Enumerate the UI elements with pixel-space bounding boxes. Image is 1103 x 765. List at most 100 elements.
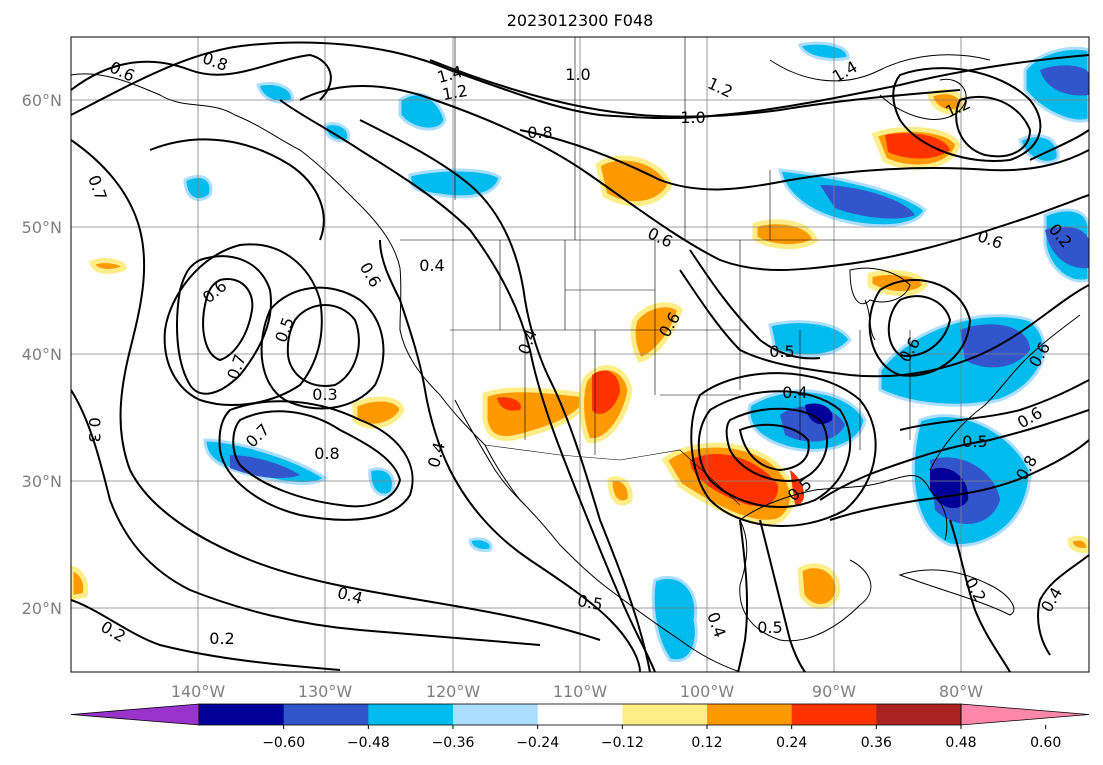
negative-shading-patch xyxy=(1018,134,1060,164)
contour-line xyxy=(955,95,1032,158)
contour-label: 0.5 xyxy=(962,432,987,451)
negative-shading-patch xyxy=(368,467,395,497)
colorbar-segment xyxy=(453,704,539,725)
province-lines xyxy=(574,37,771,240)
negative-core-patch xyxy=(805,403,833,425)
colorbar-segment xyxy=(199,704,285,725)
political-borders xyxy=(400,37,960,506)
lat-label: 50°N xyxy=(22,218,62,237)
map-title: 2023012300 F048 xyxy=(507,11,654,30)
contour-line xyxy=(887,295,952,357)
coastline-baja xyxy=(454,399,526,506)
colorbar-tick-label: 0.12 xyxy=(691,735,722,751)
contour-label: 0.2 xyxy=(209,629,234,648)
colorbar-tick-label: −0.48 xyxy=(347,735,390,751)
colorbar-tick-label: 0.48 xyxy=(945,735,976,751)
contour-line xyxy=(868,279,972,377)
contour-line xyxy=(725,407,829,482)
positive-core-patch xyxy=(885,133,950,159)
anomaly-cores xyxy=(230,65,1089,524)
contour-line xyxy=(697,390,852,508)
contour-line xyxy=(892,67,1042,162)
colorbar-segment xyxy=(283,704,369,725)
contour-line xyxy=(286,304,360,387)
colorbar-extend-low xyxy=(70,703,200,726)
contour-line xyxy=(202,278,254,362)
latitude-labels: 60°N 50°N 40°N 30°N 20°N xyxy=(22,91,62,618)
contour-line xyxy=(218,400,414,521)
contour-label: 0.3 xyxy=(85,417,104,442)
colorbar-tick-label: −0.36 xyxy=(432,735,475,751)
lon-label: 100°W xyxy=(680,682,735,701)
positive-shading-patch xyxy=(88,258,127,274)
positive-core-patch xyxy=(790,470,805,505)
positive-shading-patch xyxy=(630,302,683,364)
contour-label: 1.2 xyxy=(441,81,469,104)
lon-label: 120°W xyxy=(426,682,481,701)
colorbar-segments xyxy=(70,703,1090,726)
contour-label: 1.0 xyxy=(680,108,705,127)
contour-line xyxy=(899,379,1089,431)
contour-line xyxy=(359,119,651,672)
contour-label: 0.8 xyxy=(314,444,339,463)
positive-core-patch xyxy=(592,370,620,414)
contour-line xyxy=(71,41,1089,120)
colorbar-frame xyxy=(198,703,962,726)
contour-label: 0.4 xyxy=(782,383,807,402)
negative-shading-patch xyxy=(651,575,698,663)
negative-shading-patch xyxy=(797,41,850,61)
colorbar-segment xyxy=(791,704,877,725)
contour-label: 1.0 xyxy=(565,65,590,84)
colorbar-tick-label: 0.60 xyxy=(1030,735,1061,751)
contour-line xyxy=(71,53,332,101)
contour-line xyxy=(149,138,325,241)
gridlines xyxy=(71,37,1089,672)
colorbar-tick-label: −0.24 xyxy=(516,735,559,751)
contour-line xyxy=(71,139,601,641)
contour-label: 0.5 xyxy=(576,591,604,614)
lat-label: 30°N xyxy=(22,472,62,491)
contour-line xyxy=(759,519,806,672)
colorbar-segment xyxy=(622,704,708,725)
contour-line xyxy=(690,372,877,527)
contour-line xyxy=(1037,554,1089,656)
positive-shading-patch xyxy=(352,396,405,429)
lon-label: 90°W xyxy=(812,682,856,701)
contour-line xyxy=(819,409,1089,501)
contour-line xyxy=(949,519,1011,672)
map-panel: 0.6 0.8 1.4 1.01.20.81.01.21.41.20.70.60.40… xyxy=(71,37,1089,672)
positive-shading-patch xyxy=(797,563,841,609)
colorbar-segment xyxy=(537,704,623,725)
contour-label: 0.5 xyxy=(757,618,782,637)
positive-shading-patch xyxy=(71,565,89,601)
colorbar-tick-label: −0.12 xyxy=(601,735,644,751)
lon-label: 140°W xyxy=(171,682,226,701)
coastline-gulf-north xyxy=(739,475,948,541)
colorbar-ticks: −0.60 −0.48 −0.36 −0.24 −0.12 0.12 0.24 0.36 0.4… xyxy=(262,725,1061,751)
lat-label: 60°N xyxy=(22,91,62,110)
contour-label: 0.3 xyxy=(312,385,337,404)
contour-label: 0.4 xyxy=(419,256,444,275)
contour-label: 0.5 xyxy=(769,342,794,361)
contour-line xyxy=(260,286,385,410)
contour-label: 0.8 xyxy=(527,123,552,142)
contour-line xyxy=(689,249,821,360)
coastline-alaska xyxy=(71,73,401,269)
contour-line xyxy=(679,269,1089,378)
positive-shading-patch xyxy=(1067,535,1089,553)
contour-line xyxy=(829,439,1089,521)
lon-label: 130°W xyxy=(298,682,353,701)
coastline-hudson-bay xyxy=(879,78,967,120)
coastline-cuba xyxy=(898,569,1015,616)
contour-lines xyxy=(71,41,1089,672)
longitude-labels: 140°W 130°W 120°W 110°W 100°W 90°W 80°W xyxy=(171,682,983,701)
colorbar: −0.60 −0.48 −0.36 −0.24 −0.12 0.12 0.24 0.36 0.4… xyxy=(70,703,1090,751)
contour-line xyxy=(737,519,749,672)
coastline-east xyxy=(929,314,1081,471)
colorbar-segment xyxy=(707,704,793,725)
coastline-hudson xyxy=(769,54,991,82)
lon-label: 110°W xyxy=(553,682,608,701)
negative-shading-patch xyxy=(468,537,493,552)
lon-label: 80°W xyxy=(939,682,983,701)
